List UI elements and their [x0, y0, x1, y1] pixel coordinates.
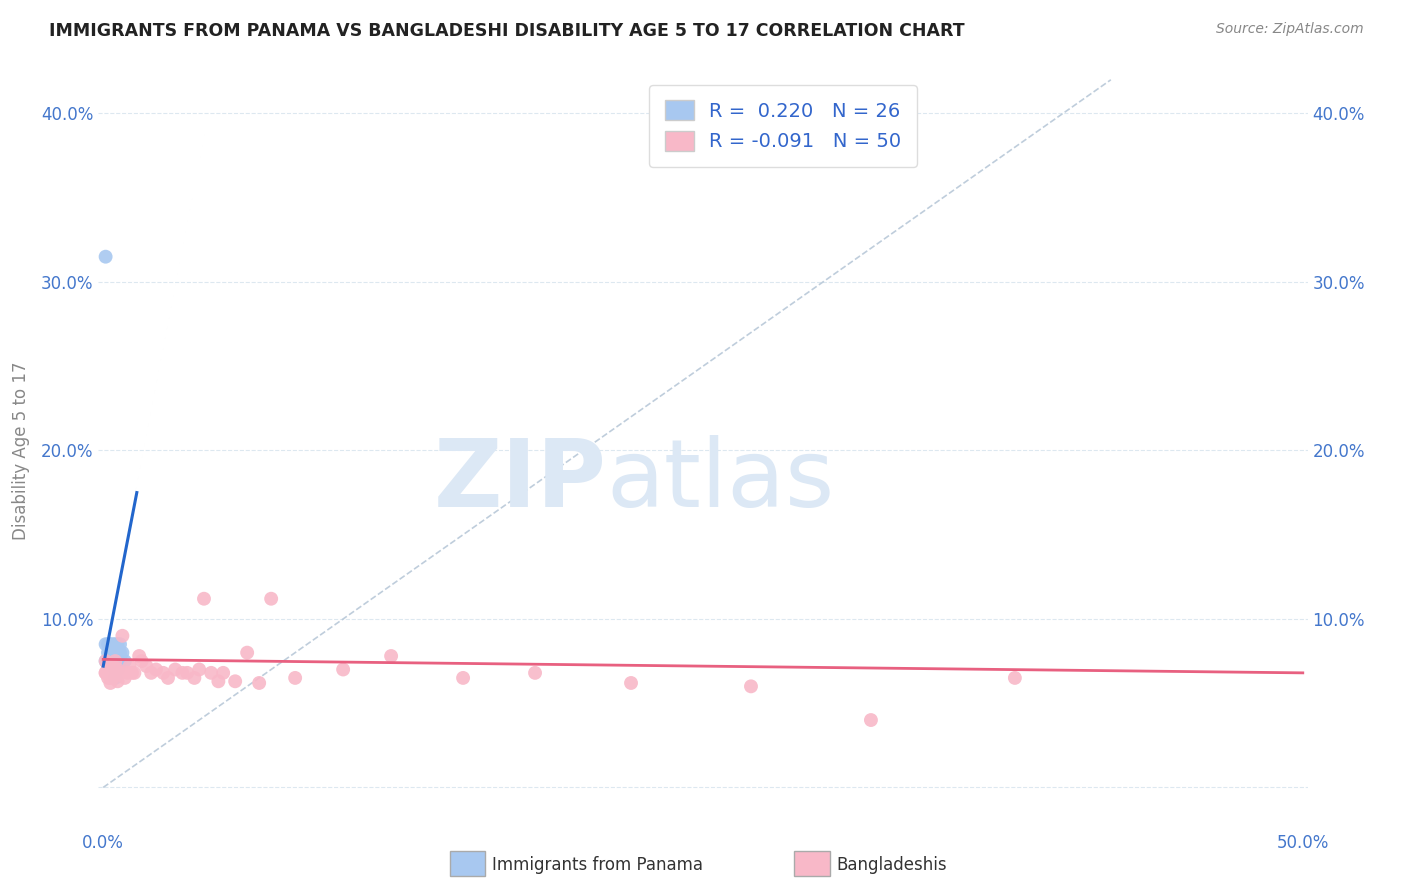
Point: [100, 654, 122, 668]
Text: Immigrants from Panama: Immigrants from Panama: [492, 856, 703, 874]
Point: [104, 637, 127, 651]
Point: [224, 674, 246, 689]
Point: [165, 663, 187, 677]
Point: [100, 676, 122, 690]
Point: [97, 654, 120, 668]
Point: [94, 654, 117, 668]
Point: [101, 646, 124, 660]
Point: [859, 713, 882, 727]
Point: [620, 676, 643, 690]
Point: [145, 663, 167, 677]
Legend: R =  0.220   N = 26, R = -0.091   N = 50: R = 0.220 N = 26, R = -0.091 N = 50: [650, 85, 917, 167]
Point: [94, 665, 117, 680]
Point: [212, 665, 235, 680]
Point: [97, 671, 120, 685]
Point: [107, 637, 129, 651]
Point: [284, 671, 307, 685]
Text: ZIP: ZIP: [433, 434, 606, 527]
Y-axis label: Disability Age 5 to 17: Disability Age 5 to 17: [11, 361, 30, 540]
Point: [740, 679, 762, 693]
Point: [451, 671, 474, 685]
Point: [101, 654, 124, 668]
Point: [107, 663, 129, 677]
Point: [524, 665, 547, 680]
Point: [97, 637, 120, 651]
Text: Source: ZipAtlas.com: Source: ZipAtlas.com: [1216, 22, 1364, 37]
Point: [104, 654, 127, 668]
Point: [101, 671, 124, 685]
Point: [97, 646, 120, 660]
Point: [100, 637, 122, 651]
Point: [107, 663, 129, 677]
Point: [100, 646, 122, 660]
Point: [188, 663, 211, 677]
Point: [236, 646, 259, 660]
Point: [108, 637, 131, 651]
Point: [111, 646, 134, 660]
Point: [152, 665, 174, 680]
Point: [1004, 671, 1026, 685]
Text: Bangladeshis: Bangladeshis: [837, 856, 948, 874]
Point: [100, 671, 122, 685]
Point: [115, 665, 138, 680]
Point: [124, 665, 146, 680]
Point: [118, 659, 141, 673]
Point: [260, 591, 283, 606]
Point: [193, 591, 215, 606]
Point: [247, 676, 270, 690]
Point: [121, 665, 143, 680]
Point: [200, 665, 222, 680]
Point: [114, 671, 136, 685]
Point: [104, 665, 127, 680]
Point: [100, 663, 122, 677]
Point: [104, 654, 127, 668]
Point: [94, 637, 117, 651]
Point: [176, 665, 198, 680]
Point: [183, 671, 205, 685]
Point: [104, 646, 127, 660]
Point: [104, 671, 127, 685]
Point: [94, 250, 117, 264]
Point: [172, 665, 194, 680]
Point: [108, 665, 131, 680]
Point: [108, 654, 131, 668]
Point: [107, 674, 129, 689]
Point: [135, 659, 157, 673]
Point: [101, 659, 124, 673]
Point: [207, 674, 229, 689]
Point: [141, 665, 163, 680]
Point: [156, 671, 179, 685]
Point: [332, 663, 354, 677]
Point: [94, 665, 117, 680]
Point: [114, 654, 136, 668]
Point: [107, 646, 129, 660]
Text: atlas: atlas: [606, 434, 835, 527]
Point: [104, 663, 127, 677]
Point: [108, 646, 131, 660]
Point: [97, 659, 120, 673]
Point: [380, 648, 402, 663]
Point: [107, 654, 129, 668]
Text: IMMIGRANTS FROM PANAMA VS BANGLADESHI DISABILITY AGE 5 TO 17 CORRELATION CHART: IMMIGRANTS FROM PANAMA VS BANGLADESHI DI…: [49, 22, 965, 40]
Point: [101, 637, 124, 651]
Point: [111, 629, 134, 643]
Point: [94, 654, 117, 668]
Point: [128, 648, 150, 663]
Point: [131, 654, 153, 668]
